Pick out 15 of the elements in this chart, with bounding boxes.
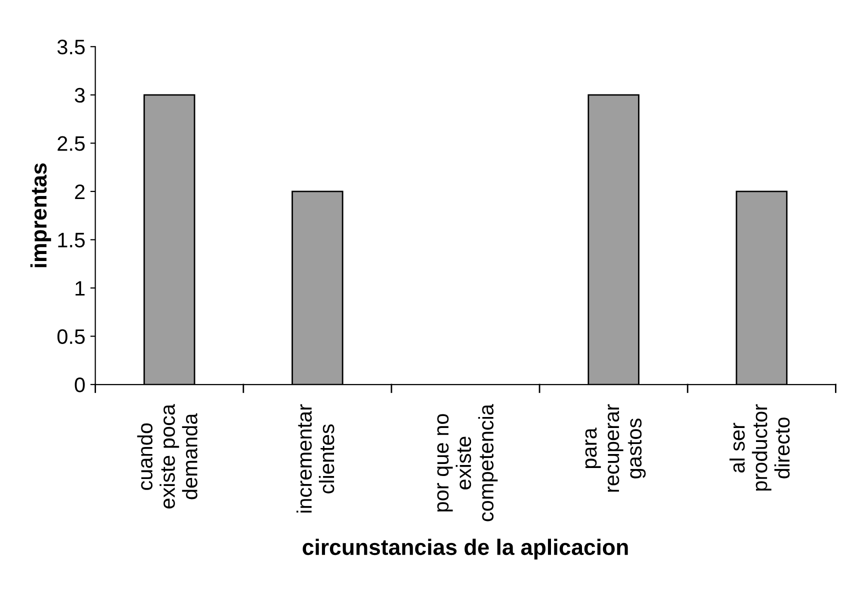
x-tick-label: cuando existe poca demanda xyxy=(137,404,198,508)
y-tick-label: 3.5 xyxy=(57,40,85,54)
y-tick-label: 1 xyxy=(76,281,85,296)
y-axis-title: imprentas xyxy=(30,163,52,268)
y-tick-label: 0.5 xyxy=(57,329,85,344)
y-tick-label: 0 xyxy=(74,378,85,392)
x-tick-label: por que no existe competencia xyxy=(437,404,498,522)
x-tick-label: al ser productor directo xyxy=(729,404,790,491)
x-tick-label: para recuperar gastos xyxy=(585,404,646,492)
y-tick-label: 1.5 xyxy=(58,232,85,248)
y-tick-label: 3 xyxy=(74,88,85,103)
x-tick-label: incrementar clientes xyxy=(296,404,334,513)
x-axis-title: circunstancias de la aplicacion xyxy=(302,538,628,560)
y-tick-label: 2.5 xyxy=(58,136,85,151)
y-tick-label: 2 xyxy=(75,184,85,199)
